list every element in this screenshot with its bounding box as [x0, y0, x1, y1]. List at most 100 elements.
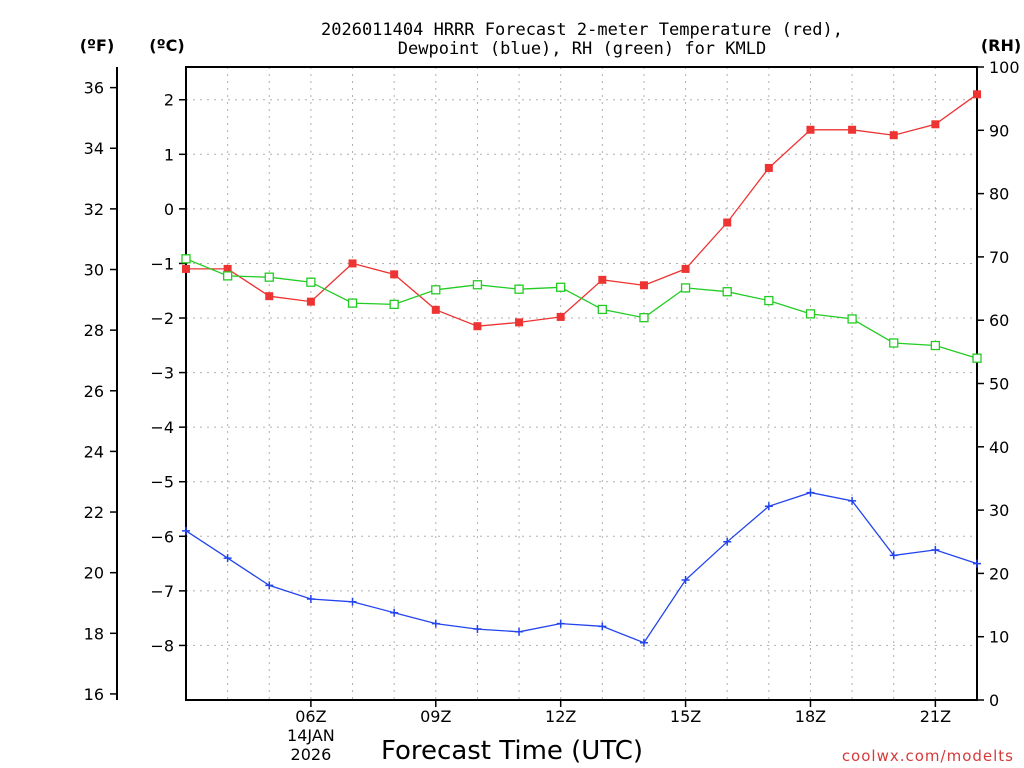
celsius-tick-label: 1: [164, 145, 174, 164]
2-meter-temperature-point: [182, 264, 190, 273]
x-tick-label: 15Z: [670, 707, 701, 726]
celsius-tick-label: −7: [150, 582, 174, 601]
rh-tick-label: 30: [989, 501, 1009, 520]
celsius-tick-label: −4: [150, 418, 174, 437]
series-layer: [181, 90, 982, 647]
fahrenheit-tick-label: 28: [84, 321, 104, 340]
rh-point: [222, 271, 233, 281]
2-meter-temperature-point: [931, 120, 940, 129]
2-meter-temperature-point: [431, 305, 440, 314]
rh-point: [722, 287, 732, 297]
dewpoint-line: [185, 491, 978, 644]
celsius-unit-label: (ºC): [149, 36, 184, 55]
x-tick-year: 2026: [291, 745, 332, 764]
dewpoint-point: [931, 545, 940, 554]
rh-point: [680, 283, 691, 293]
x-tick-label: 18Z: [795, 707, 826, 726]
dewpoint-point: [515, 627, 524, 636]
dewpoint-point: [223, 554, 232, 563]
rh-tick-label: 100: [989, 58, 1020, 77]
x-axis-label: Forecast Time (UTC): [381, 736, 643, 766]
2-meter-temperature-point: [265, 292, 274, 301]
rh-point: [306, 277, 316, 287]
celsius-tick-label: −8: [150, 636, 174, 655]
fahrenheit-tick-label: 26: [84, 382, 104, 401]
rh-point: [181, 254, 191, 264]
dewpoint-point: [639, 638, 648, 647]
rh-tick-label: 90: [989, 121, 1009, 140]
2-meter-temperature-point: [473, 322, 482, 331]
chart-title-line2: Dewpoint (blue), RH (green) for KMLD: [398, 39, 766, 59]
rh-point: [930, 340, 941, 351]
2-meter-temperature-point: [306, 297, 315, 306]
dewpoint-point: [848, 496, 857, 505]
2-meter-temperature-point: [806, 125, 815, 134]
rh-point: [847, 314, 857, 324]
dewpoint-point: [681, 575, 690, 584]
rh-tick-label: 20: [989, 564, 1009, 583]
fahrenheit-tick-label: 36: [84, 79, 104, 98]
rh-point: [264, 272, 274, 282]
rh-point: [597, 304, 607, 315]
2-meter-temperature-point: [598, 275, 607, 284]
dewpoint-point: [973, 559, 981, 568]
celsius-tick-label: −5: [150, 473, 174, 492]
fahrenheit-unit-label: (ºF): [80, 36, 115, 55]
dewpoint-point: [306, 595, 315, 604]
celsius-tick-label: 2: [164, 91, 174, 110]
2-meter-temperature-point: [681, 264, 690, 273]
rh-tick-label: 60: [989, 311, 1009, 330]
rh-point: [639, 313, 649, 323]
2-meter-temperature-point: [764, 163, 773, 172]
fahrenheit-tick-label: 32: [84, 200, 104, 219]
plot-frame: [185, 66, 978, 701]
x-tick-label: 12Z: [545, 707, 576, 726]
2-meter-temperature-point: [223, 264, 232, 273]
rh-point: [805, 309, 816, 319]
grid-layer: [185, 67, 978, 700]
2-meter-temperature-point: [973, 90, 981, 99]
tick-labels-layer: 3634323028262422201816210−1−2−3−4−5−6−7−…: [84, 58, 1020, 764]
rh-point: [472, 280, 483, 290]
source-credit: coolwx.com/modelts: [842, 747, 1014, 765]
2-meter-temperature-point: [723, 218, 732, 227]
fahrenheit-tick-label: 16: [84, 685, 104, 704]
dewpoint-point: [806, 488, 815, 497]
dewpoint-point: [598, 622, 607, 631]
rh-tick-label: 50: [989, 375, 1009, 394]
2-meter-temperature-point: [348, 259, 357, 268]
rh-tick-label: 10: [989, 628, 1009, 647]
celsius-tick-label: −2: [150, 309, 174, 328]
celsius-tick-label: −1: [150, 254, 174, 273]
rh-tick-label: 80: [989, 185, 1009, 204]
x-tick-date: 14JAN: [287, 726, 335, 745]
x-tick-label: 09Z: [420, 707, 451, 726]
2-meter-temperature-point: [390, 270, 399, 279]
dewpoint-point: [431, 619, 440, 628]
dewpoint-point: [723, 537, 732, 546]
dewpoint-point: [889, 551, 898, 560]
dewpoint-point: [473, 625, 482, 634]
2-meter-temperature-point: [889, 131, 898, 140]
x-tick-label: 06Z: [295, 707, 326, 726]
fahrenheit-tick-label: 24: [84, 442, 104, 461]
fahrenheit-tick-label: 18: [84, 624, 104, 643]
rh-line: [185, 258, 978, 359]
rh-tick-label: 40: [989, 438, 1009, 457]
2-meter-temperature-point: [515, 318, 524, 327]
rh-tick-label: 0: [989, 691, 999, 710]
dewpoint-point: [182, 526, 190, 535]
2-meter-temperature-point: [848, 125, 857, 134]
rh-point: [431, 285, 441, 295]
rh-unit-label: (RH): [981, 36, 1021, 55]
celsius-tick-label: −6: [150, 527, 174, 546]
dewpoint-point: [265, 581, 274, 590]
fahrenheit-tick-label: 22: [84, 503, 104, 522]
rh-point: [889, 338, 899, 348]
celsius-tick-label: 0: [164, 200, 174, 219]
dewpoint-point: [348, 597, 357, 606]
rh-point: [389, 299, 399, 310]
dewpoint-point: [556, 619, 565, 628]
x-tick-label: 21Z: [920, 707, 951, 726]
